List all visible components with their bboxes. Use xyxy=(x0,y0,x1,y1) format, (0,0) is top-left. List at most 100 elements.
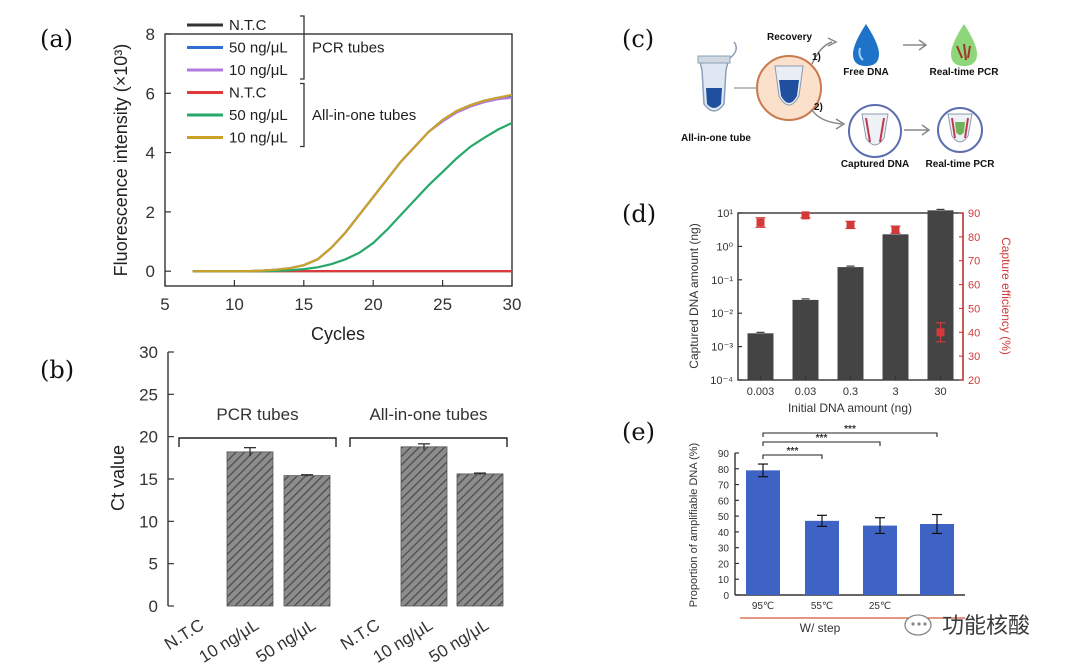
panel-e-ylabel: Proportion of amplifiable DNA (%) xyxy=(688,443,700,607)
a-legend-entry: N.T.C xyxy=(229,17,267,34)
panel-label-a: (a) xyxy=(40,25,73,53)
watermark-text: 功能核酸 xyxy=(942,613,1030,638)
e-category-label: 25℃ xyxy=(869,601,891,612)
a-legend-group: All-in-one tubes xyxy=(312,107,416,124)
e-ytick-label: 90 xyxy=(718,449,730,460)
route1-arrow xyxy=(811,41,833,65)
e-ytick-label: 60 xyxy=(718,496,730,507)
d-efficiency-point xyxy=(891,225,900,234)
panel-c-diagram: All-in-one tube Recovery 1) Free DNA Rea… xyxy=(681,24,999,170)
b-bar xyxy=(456,473,504,607)
b-ytick-label: 25 xyxy=(139,385,158,404)
e-ytick-label: 50 xyxy=(718,512,730,523)
b-category-label: 50 ng/μL xyxy=(253,615,319,666)
d-category-label: 3 xyxy=(892,386,898,398)
b-ytick-label: 0 xyxy=(149,597,158,616)
d-ytick-label: 10⁰ xyxy=(716,241,733,253)
d-category-label: 0.3 xyxy=(843,386,858,398)
d-bar xyxy=(837,267,864,380)
a-legend-entry: N.T.C xyxy=(229,85,267,102)
e-sig-label: *** xyxy=(787,446,799,457)
d-efficiency-point xyxy=(756,218,765,227)
recovery-label: Recovery xyxy=(767,32,812,43)
d-bar xyxy=(927,210,954,380)
tube-label: All-in-one tube xyxy=(681,133,751,144)
arrow-to-pcr1 xyxy=(903,39,928,51)
d-ytick-label: 10⁻³ xyxy=(711,342,733,354)
drop-icon xyxy=(853,24,879,66)
e-bar xyxy=(746,470,780,595)
d-efficiency-point xyxy=(801,211,810,220)
e-sig-label: *** xyxy=(844,424,856,435)
b-bar xyxy=(283,475,331,607)
b-ytick-label: 15 xyxy=(139,470,158,489)
d-y2tick-label: 40 xyxy=(968,327,980,339)
b-category-label: 10 ng/μL xyxy=(196,615,262,666)
d-ytick-label: 10⁻⁴ xyxy=(710,375,733,387)
a-xtick-label: 15 xyxy=(294,295,313,314)
a-ytick-label: 4 xyxy=(146,144,155,163)
d-y2tick-label: 70 xyxy=(968,256,980,268)
route2-arrow xyxy=(811,109,843,125)
e-ytick-label: 10 xyxy=(718,575,730,586)
a-xtick-label: 10 xyxy=(225,295,244,314)
arrow-to-pcr2 xyxy=(904,124,931,136)
a-legend-group: PCR tubes xyxy=(312,40,385,57)
e-category-label: 95℃ xyxy=(752,601,774,612)
panel-b-ylabel: Ct value xyxy=(108,445,128,511)
e-category-label: 55℃ xyxy=(811,601,833,612)
panel-a-chart: 0 2 4 6 8 5 10 15 20 25 30 Cycles Fluorescence in… xyxy=(111,15,522,344)
d-ytick-label: 10¹ xyxy=(717,208,733,220)
a-xtick-label: 30 xyxy=(503,295,522,314)
wechat-icon xyxy=(904,614,932,636)
e-ytick-label: 30 xyxy=(718,544,730,555)
a-xtick-label: 20 xyxy=(364,295,383,314)
b-bar xyxy=(226,451,274,607)
pcr-tube-icon xyxy=(937,107,983,153)
watermark: 功能核酸 xyxy=(904,613,1030,638)
e-bar xyxy=(805,520,839,595)
d-bar xyxy=(882,234,909,380)
panel-d-xlabel: Initial DNA amount (ng) xyxy=(788,401,912,415)
e-ytick-label: 70 xyxy=(718,481,730,492)
panel-a-xlabel: Cycles xyxy=(311,324,365,344)
b-ytick-label: 30 xyxy=(139,343,158,362)
d-category-label: 0.03 xyxy=(795,386,816,398)
panel-a-frame xyxy=(164,33,513,287)
realtime-pcr-label-1: Real-time PCR xyxy=(930,67,1000,78)
a-ytick-label: 6 xyxy=(146,84,155,103)
panel-d-ylabel: Captured DNA amount (ng) xyxy=(687,223,701,368)
d-bar xyxy=(747,333,774,380)
a-xtick-label: 5 xyxy=(160,295,169,314)
panel-d-y2label: Capture efficiency (%) xyxy=(999,237,1013,355)
captured-dna-label: Captured DNA xyxy=(841,159,909,170)
panel-a-ylabel: Fluorescence intensity (×10³) xyxy=(111,44,131,277)
d-y2tick-label: 30 xyxy=(968,351,980,363)
e-ytick-label: 80 xyxy=(718,465,730,476)
d-ytick-label: 10⁻¹ xyxy=(711,275,733,287)
a-legend-entry: 50 ng/μL xyxy=(229,107,288,124)
b-category-label: 50 ng/μL xyxy=(426,615,492,666)
panel-label-d: (d) xyxy=(622,200,656,228)
a-ytick-label: 2 xyxy=(146,203,155,222)
a-legend-entry: 50 ng/μL xyxy=(229,40,288,57)
a-series-line xyxy=(192,93,513,273)
panel-label-e: (e) xyxy=(622,418,655,446)
free-dna-label: Free DNA xyxy=(843,67,889,78)
e-sig-bracket xyxy=(762,441,881,446)
route1-label: 1) xyxy=(812,52,821,63)
d-bar xyxy=(792,299,819,380)
panel-label-c: (c) xyxy=(622,25,654,53)
a-xtick-label: 25 xyxy=(433,295,452,314)
a-legend-entry: 10 ng/μL xyxy=(229,62,288,79)
pcr-drop-icon xyxy=(951,24,977,66)
a-ytick-label: 0 xyxy=(146,262,155,281)
e-sig-label: *** xyxy=(816,433,828,444)
tube-icon xyxy=(697,41,737,112)
b-ytick-label: 20 xyxy=(139,428,158,447)
panel-label-b: (b) xyxy=(40,356,74,384)
